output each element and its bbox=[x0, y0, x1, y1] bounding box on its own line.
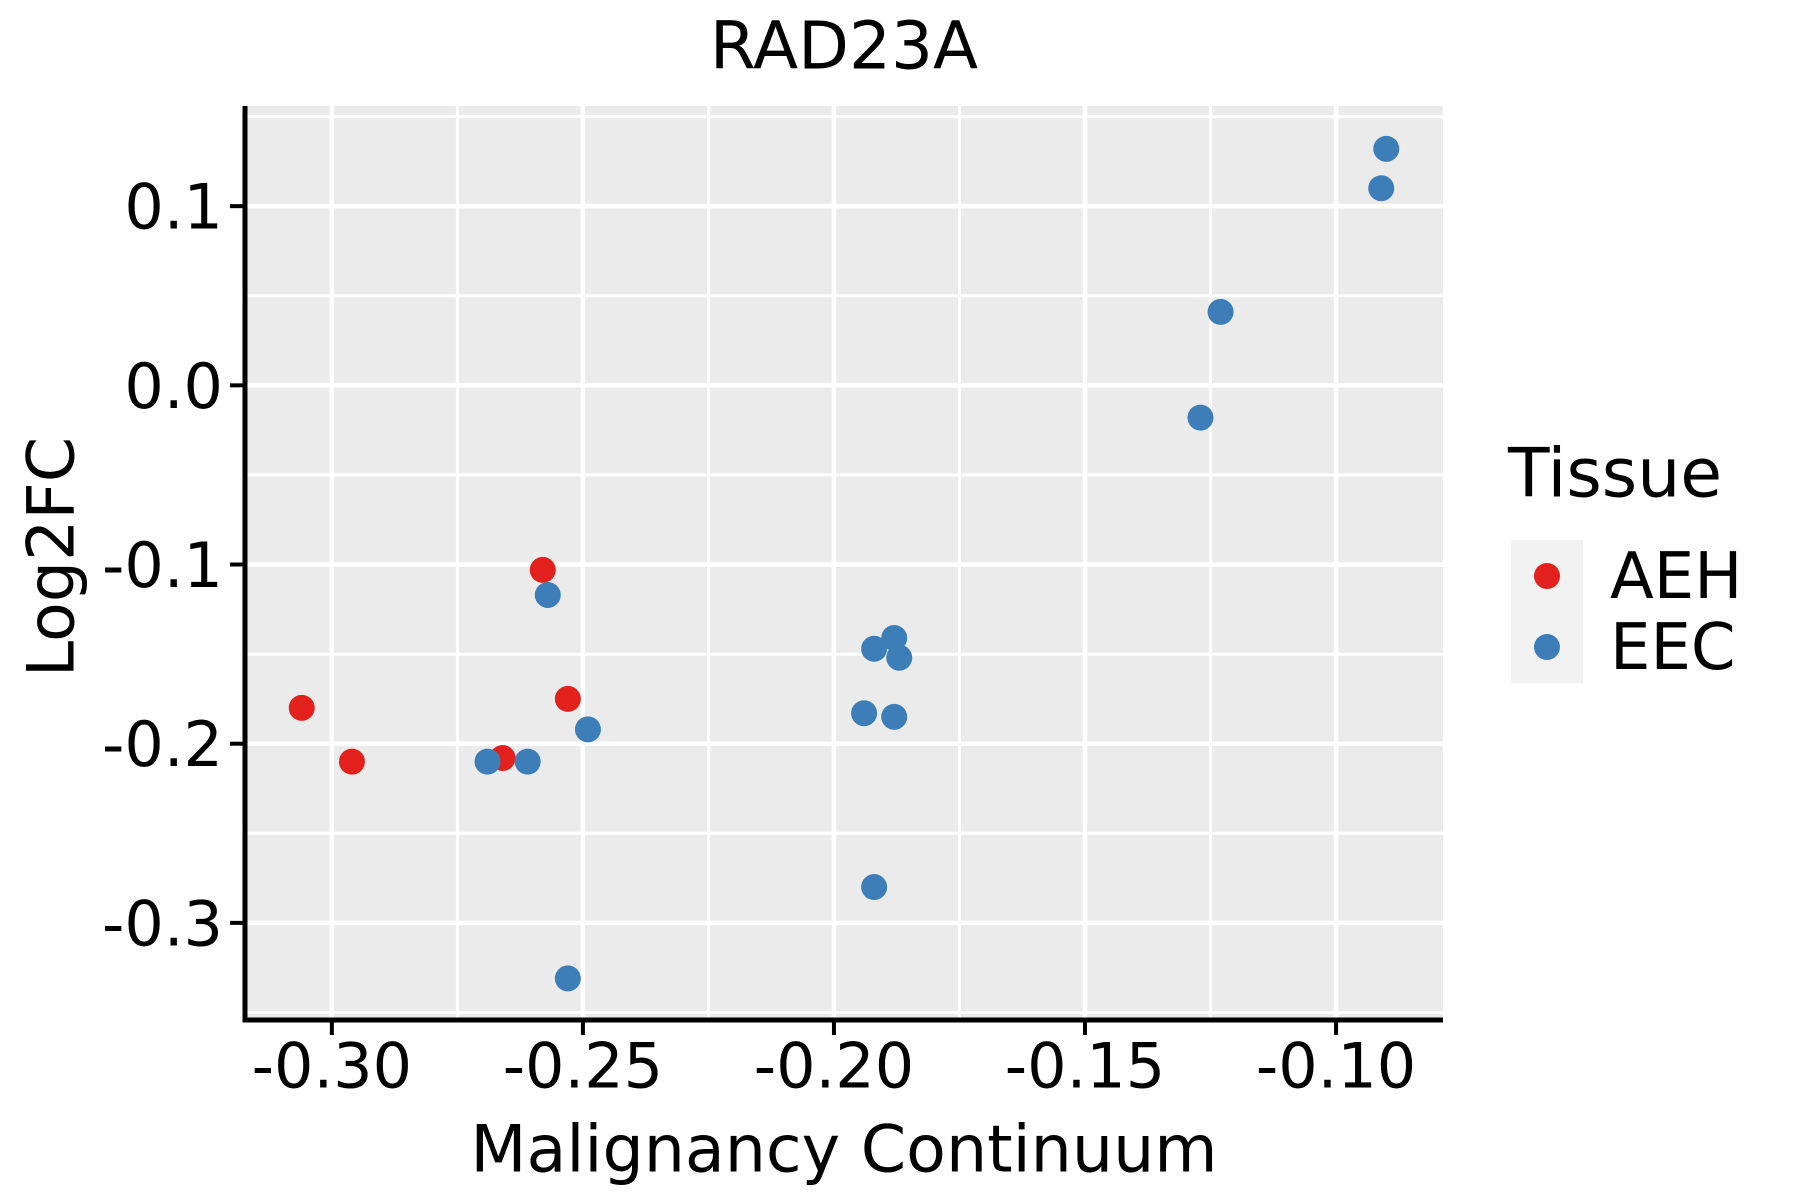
legend-item-aeh: AEH bbox=[1511, 540, 1742, 614]
data-point-eec bbox=[1207, 298, 1234, 325]
legend-item-eec: EEC bbox=[1511, 611, 1736, 685]
x-tick-label: -0.25 bbox=[503, 1030, 663, 1103]
data-point-eec bbox=[1187, 404, 1214, 431]
x-axis-title: Malignancy Continuum bbox=[470, 1113, 1217, 1188]
plot-title: RAD23A bbox=[710, 8, 978, 85]
x-tick-label: -0.15 bbox=[1005, 1030, 1165, 1103]
data-point-eec bbox=[851, 700, 878, 727]
data-point-aeh bbox=[338, 748, 365, 775]
y-tick-label: -0.3 bbox=[102, 887, 223, 960]
legend-aeh-dot-icon bbox=[1534, 563, 1560, 589]
x-axis-tick-labels: -0.30 -0.25 -0.20 -0.15 -0.10 bbox=[252, 1030, 1417, 1103]
y-axis-ticks bbox=[230, 204, 243, 925]
data-point-eec bbox=[881, 624, 908, 651]
x-tick-label: -0.20 bbox=[754, 1030, 914, 1103]
data-point-eec bbox=[861, 874, 888, 901]
data-point-eec bbox=[881, 703, 908, 730]
data-point-eec bbox=[554, 965, 581, 992]
legend: Tissue AEH EEC bbox=[1507, 435, 1742, 686]
data-point-eec bbox=[861, 635, 888, 662]
data-point-eec bbox=[886, 644, 913, 671]
data-point-eec bbox=[574, 716, 601, 743]
y-axis-title: Log2FC bbox=[15, 437, 90, 677]
data-point-eec bbox=[1368, 175, 1395, 202]
legend-eec-dot-icon bbox=[1534, 634, 1560, 660]
x-axis-ticks bbox=[329, 1022, 1339, 1035]
y-tick-label: -0.2 bbox=[102, 708, 223, 781]
data-point-eec bbox=[514, 748, 541, 775]
data-point-eec bbox=[1373, 135, 1400, 162]
major-gridlines bbox=[245, 106, 1443, 1020]
y-tick-label: 0.0 bbox=[124, 350, 223, 423]
legend-title: Tissue bbox=[1507, 435, 1722, 514]
y-axis-tick-labels: 0.1 0.0 -0.1 -0.2 -0.3 bbox=[102, 171, 223, 961]
data-point-aeh bbox=[529, 556, 556, 583]
data-point-eec bbox=[534, 581, 561, 608]
y-tick-label: -0.1 bbox=[102, 529, 223, 602]
data-point-aeh bbox=[554, 685, 581, 712]
y-tick-label: 0.1 bbox=[124, 171, 223, 244]
x-tick-label: -0.30 bbox=[252, 1030, 412, 1103]
data-point-aeh bbox=[288, 694, 315, 721]
data-point-eec bbox=[474, 748, 501, 775]
data-points bbox=[288, 135, 1400, 992]
x-tick-label: -0.10 bbox=[1256, 1030, 1416, 1103]
legend-label-aeh: AEH bbox=[1610, 540, 1742, 614]
legend-label-eec: EEC bbox=[1610, 611, 1736, 685]
